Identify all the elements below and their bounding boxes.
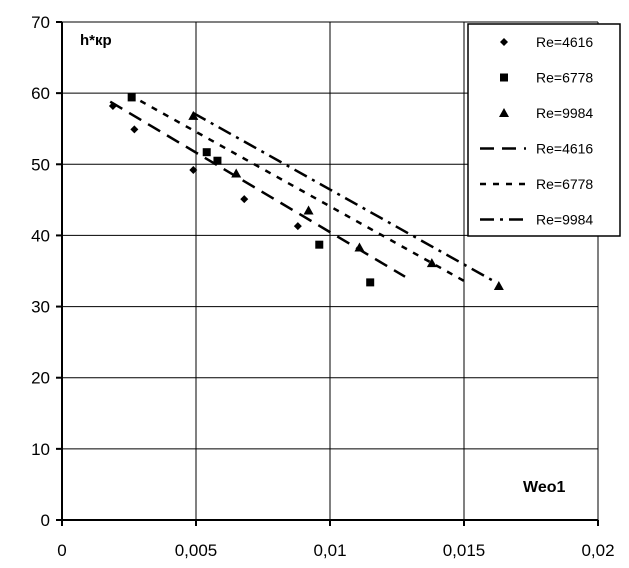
x-tick-label-3: 0,015 bbox=[443, 541, 486, 560]
legend-marker-0 bbox=[500, 38, 508, 46]
y-tick-label-3: 30 bbox=[31, 298, 50, 317]
x-axis-label: Weo1 bbox=[523, 479, 565, 496]
legend-marker-1 bbox=[500, 73, 508, 82]
series-layer bbox=[108, 93, 504, 290]
legend-label-4: Re=6778 bbox=[536, 176, 593, 192]
data-point-2-5 bbox=[493, 280, 504, 290]
data-point-1-1 bbox=[202, 148, 211, 157]
data-point-0-4 bbox=[293, 222, 302, 231]
legend-box bbox=[467, 23, 621, 237]
legend-label-2: Re=9984 bbox=[536, 105, 593, 121]
axes: 0 10 20 30 40 50 60 70 0 0,005 0,01 0,015 0,02 bbox=[31, 13, 614, 560]
y-tick-label-5: 50 bbox=[31, 155, 50, 174]
series-line-4 bbox=[128, 93, 468, 284]
legend-label-1: Re=6778 bbox=[536, 70, 593, 86]
legend-label-5: Re=9984 bbox=[536, 212, 593, 228]
y-tick-label-1: 10 bbox=[31, 440, 50, 459]
data-point-0-2 bbox=[189, 165, 198, 174]
data-point-1-3 bbox=[315, 240, 324, 249]
y-tick-label-6: 60 bbox=[31, 84, 50, 103]
series-line-3 bbox=[109, 100, 406, 278]
x-tick-label-1: 0,005 bbox=[175, 541, 218, 560]
data-point-0-1 bbox=[130, 125, 139, 134]
legend-label-3: Re=4616 bbox=[536, 141, 593, 157]
series-line-5 bbox=[192, 111, 495, 283]
data-point-1-4 bbox=[366, 278, 375, 287]
data-point-0-3 bbox=[240, 195, 249, 204]
data-point-2-0 bbox=[188, 110, 199, 120]
legend: Re=4616 Re=6778 Re=9984 Re=4616 Re=6778 Re=99… bbox=[467, 23, 621, 237]
y-axis-label: h*кр bbox=[80, 32, 112, 49]
x-tick-label-2: 0,01 bbox=[313, 541, 346, 560]
legend-marker-2 bbox=[499, 108, 509, 117]
y-tick-label-7: 70 bbox=[31, 13, 50, 32]
x-tick-label-0: 0 bbox=[57, 541, 66, 560]
data-point-2-2 bbox=[303, 205, 314, 215]
data-point-1-2 bbox=[213, 156, 222, 165]
y-tick-label-2: 20 bbox=[31, 369, 50, 388]
y-tick-label-0: 0 bbox=[41, 511, 50, 530]
y-tick-label-4: 40 bbox=[31, 226, 50, 245]
data-point-2-4 bbox=[426, 258, 437, 268]
legend-label-0: Re=4616 bbox=[536, 34, 593, 50]
x-tick-label-4: 0,02 bbox=[581, 541, 614, 560]
